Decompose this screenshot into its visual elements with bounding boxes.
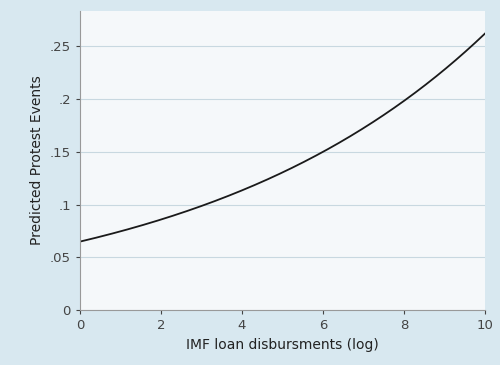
Y-axis label: Predicted Protest Events: Predicted Protest Events — [30, 76, 44, 246]
X-axis label: IMF loan disbursments (log): IMF loan disbursments (log) — [186, 338, 379, 352]
